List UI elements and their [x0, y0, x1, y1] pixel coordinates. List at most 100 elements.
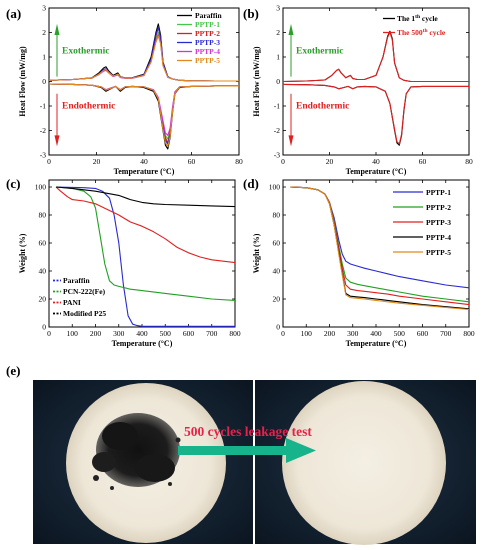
y-tick-label-c: 40 — [39, 267, 47, 276]
x-tick-label-a: 40 — [140, 157, 148, 166]
series-pptp-3-heating-line — [49, 83, 239, 145]
series-pptp-5-line — [289, 186, 469, 311]
legend-label: PPTP-4 — [195, 47, 220, 56]
y-tick-label-a: 3 — [42, 4, 46, 13]
x-tick-label-c: 400 — [136, 329, 148, 338]
series-modified-p25-line — [55, 186, 235, 208]
legend-label: Paraffin — [195, 11, 222, 20]
y-tick-label-b: -2 — [274, 126, 280, 135]
y-axis-label-c: Weight (%) — [18, 233, 27, 273]
x-axis-label-a: Temperature (°C) — [114, 167, 175, 176]
series-pptp-1-heating-line — [49, 83, 239, 140]
y-tick-label-c: 60 — [39, 239, 47, 248]
legend-label: PPTP-2 — [426, 203, 451, 212]
x-tick-label-c: 600 — [183, 329, 195, 338]
series-pani-line — [55, 186, 235, 264]
y-tick-label-d: 0 — [276, 323, 280, 332]
chart-c: 0 100 200 300 400 500 600 700 800 0 20 40 60 80 100 Tem… — [18, 179, 241, 348]
y-tick-label-c: 20 — [39, 295, 47, 304]
x-tick-label-c: 700 — [206, 329, 218, 338]
legend-label: Paraffin — [63, 276, 90, 285]
legend-label: PPTP-1 — [195, 20, 220, 29]
legend-c: Paraffin PCN-222(Fe) PANI Modified P25 — [53, 276, 106, 318]
arrow-right-icon — [178, 438, 316, 463]
x-tick-label-b: 40 — [372, 157, 380, 166]
x-axis-label-d: Temperature (°C) — [346, 339, 407, 348]
x-axis-label-c: Temperature (°C) — [112, 339, 173, 348]
y-tick-label-d: 40 — [273, 267, 281, 276]
y-tick-label-a: 2 — [42, 28, 46, 37]
series-layer-a — [49, 23, 239, 150]
y-tick-label-b: 3 — [276, 4, 280, 13]
legend-label: Modified P25 — [63, 309, 106, 318]
y-tick-label-a: -1 — [40, 102, 46, 111]
panel-label-e: (e) — [6, 363, 20, 378]
legend-label: PPTP-1 — [426, 188, 451, 197]
y-tick-label-d: 20 — [273, 295, 281, 304]
y-tick-label-d: 100 — [269, 183, 281, 192]
arrow-down-icon — [54, 135, 60, 147]
legend-d: PPTP-1 PPTP-2 PPTP-3 PPTP-4 PPTP-5 — [393, 188, 451, 257]
x-tick-label-d: 0 — [281, 329, 285, 338]
x-tick-label-a: 60 — [188, 157, 196, 166]
chart-d: 0 100 200 300 400 500 600 700 800 0 20 40 60 80 100 Tem… — [252, 179, 475, 348]
panel-label-c: (c) — [6, 176, 20, 191]
series-layer-d — [289, 186, 469, 311]
exothermic-label: Exothermic — [296, 46, 344, 56]
x-tick-label-b: 60 — [419, 157, 427, 166]
x-tick-label-d: 800 — [463, 329, 475, 338]
panel-label-d: (d) — [243, 176, 259, 191]
legend-label: PPTP-2 — [195, 29, 220, 38]
y-tick-label-c: 80 — [39, 211, 47, 220]
series-paraffin-line — [55, 186, 235, 327]
y-tick-label-d: 80 — [273, 211, 281, 220]
series-pptp-2-heating-line — [49, 83, 239, 144]
x-tick-label-b: 0 — [281, 157, 285, 166]
x-tick-label-b: 20 — [326, 157, 334, 166]
series-the-500th-cycle-heating-line — [283, 83, 469, 145]
series-pptp-5-cooling-line — [49, 35, 239, 82]
series-layer-b — [283, 30, 469, 146]
x-tick-label-b: 80 — [465, 157, 473, 166]
x-tick-label-d: 400 — [370, 329, 382, 338]
y-tick-label-a: -3 — [40, 151, 46, 160]
series-paraffin-heating-line — [49, 83, 239, 150]
legend-label: PPTP-3 — [426, 218, 451, 227]
filter-paper-after — [282, 381, 446, 545]
legend-label: PPTP-5 — [195, 56, 220, 65]
y-tick-label-b: -1 — [274, 102, 280, 111]
chart-b: 0 20 40 60 80 -3 -2 -1 0 1 2 3 Temperature (°C) Heat … — [252, 4, 473, 176]
y-tick-label-a: -2 — [40, 126, 46, 135]
legend-label: PPTP-4 — [426, 233, 451, 242]
x-tick-label-d: 700 — [440, 329, 452, 338]
x-tick-label-d: 600 — [417, 329, 429, 338]
legend-label: PCN-222(Fe) — [63, 287, 106, 296]
x-tick-label-d: 300 — [347, 329, 359, 338]
endothermic-label: Endothermic — [296, 101, 349, 111]
black-powder-sample — [92, 413, 181, 490]
x-tick-label-c: 200 — [90, 329, 102, 338]
arrow-up-icon — [54, 23, 60, 35]
chart-a: 0 20 40 60 80 -3 -2 -1 0 1 2 3 Temperature (°C) Heat … — [18, 4, 243, 176]
x-tick-label-d: 100 — [301, 329, 313, 338]
x-tick-label-a: 80 — [235, 157, 243, 166]
series-pptp-5-heating-line — [49, 83, 239, 147]
series-the-500th-cycle-cooling-line — [283, 31, 469, 83]
y-tick-label-b: 0 — [276, 77, 280, 86]
x-tick-label-c: 100 — [67, 329, 79, 338]
y-axis-label-b: Heat Flow (mW/mg) — [252, 46, 261, 117]
x-tick-label-c: 300 — [113, 329, 125, 338]
x-tick-label-c: 800 — [229, 329, 241, 338]
x-tick-label-d: 500 — [394, 329, 406, 338]
legend-label: The 1th cycle — [397, 14, 438, 23]
legend-label: PPTP-5 — [426, 248, 451, 257]
arrow-down-icon — [288, 135, 294, 147]
y-tick-label-b: -3 — [274, 151, 280, 160]
legend-label: PANI — [63, 298, 81, 307]
series-pcn-222-fe--line — [55, 186, 235, 301]
legend-label: PPTP-3 — [195, 38, 220, 47]
x-tick-label-c: 0 — [47, 329, 51, 338]
panel-label-b: (b) — [243, 6, 259, 21]
